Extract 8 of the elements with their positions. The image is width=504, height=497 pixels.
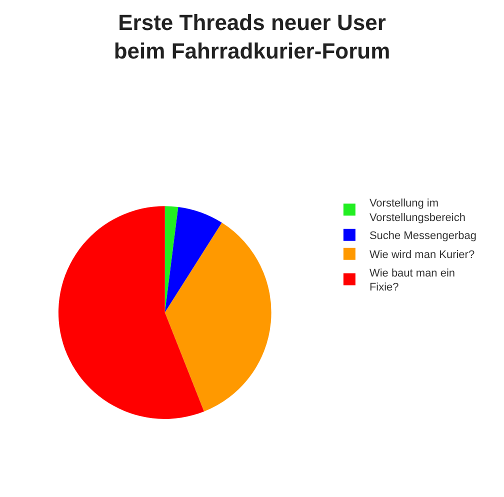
pie-slice xyxy=(164,206,222,313)
chart-title: Erste Threads neuer User beim Fahrradkurier-Forum xyxy=(114,10,390,64)
legend-label: Vorstellung im Vorstellungsbereich xyxy=(369,198,466,224)
legend-label: Wie baut man ein Fixie? xyxy=(369,267,456,294)
pie-slice xyxy=(164,222,272,412)
legend-label: Wie wird man Kurier? xyxy=(369,249,475,262)
pie-slice xyxy=(58,206,204,419)
legend-label: Suche Messengerbag xyxy=(369,230,476,242)
